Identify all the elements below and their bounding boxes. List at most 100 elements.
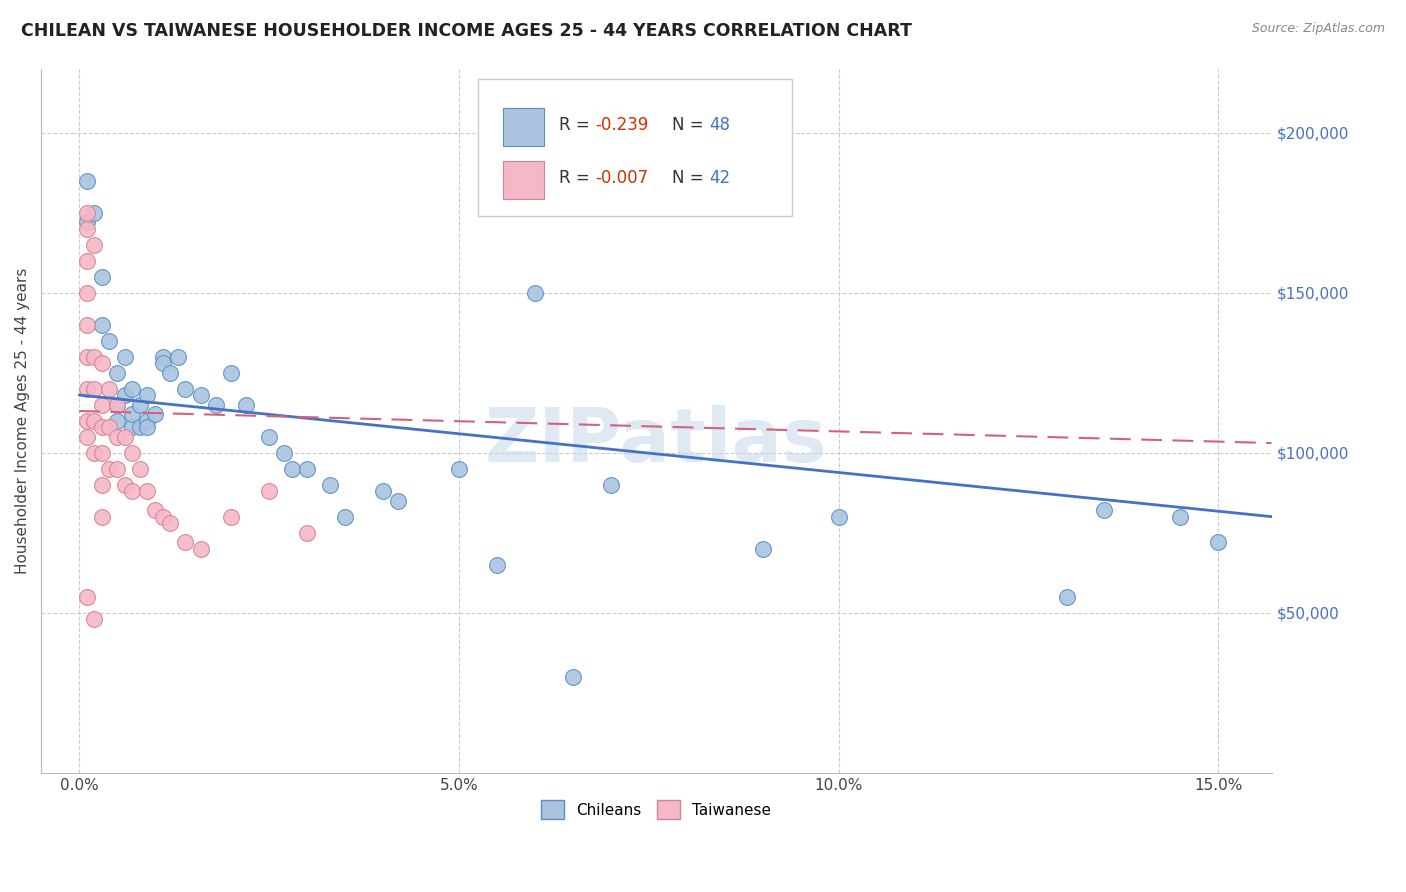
Point [136, 420, 159, 434]
Point [105, 366, 128, 380]
Point [98, 382, 121, 396]
Point [152, 350, 174, 364]
Point [105, 461, 128, 475]
Text: N =: N = [672, 116, 709, 134]
Point [83, 237, 105, 252]
Point [83, 205, 105, 219]
Point [257, 429, 280, 443]
Point [319, 477, 342, 491]
FancyBboxPatch shape [478, 79, 792, 217]
Text: -0.239: -0.239 [595, 116, 648, 134]
Point [1170, 509, 1192, 524]
Text: R =: R = [560, 116, 595, 134]
Point [121, 382, 143, 396]
Point [561, 670, 583, 684]
Point [136, 414, 159, 428]
Point [190, 541, 212, 556]
Point [295, 525, 318, 540]
Text: N =: N = [672, 169, 709, 186]
Point [76, 173, 98, 187]
Point [143, 503, 166, 517]
Point [128, 398, 150, 412]
Text: ZIPatlas: ZIPatlas [485, 405, 828, 478]
Point [128, 461, 150, 475]
Point [83, 445, 105, 459]
Point [114, 350, 136, 364]
Point [76, 221, 98, 235]
Point [105, 414, 128, 428]
Point [190, 388, 212, 402]
Text: 42: 42 [709, 169, 730, 186]
Point [387, 493, 409, 508]
Point [90, 509, 112, 524]
Point [143, 407, 166, 421]
Point [76, 350, 98, 364]
Point [90, 269, 112, 284]
Point [136, 388, 159, 402]
Point [90, 477, 112, 491]
Point [105, 398, 128, 412]
Point [90, 356, 112, 370]
Legend: Chileans, Taiwanese: Chileans, Taiwanese [536, 794, 778, 825]
Point [76, 205, 98, 219]
Point [83, 382, 105, 396]
Point [83, 612, 105, 626]
Point [76, 429, 98, 443]
Point [1094, 503, 1116, 517]
Point [219, 366, 242, 380]
Point [76, 253, 98, 268]
Point [114, 388, 136, 402]
Point [90, 318, 112, 332]
Point [90, 420, 112, 434]
Text: -0.007: -0.007 [595, 169, 648, 186]
Point [751, 541, 773, 556]
Y-axis label: Householder Income Ages 25 - 44 years: Householder Income Ages 25 - 44 years [15, 268, 30, 574]
Point [76, 285, 98, 300]
Point [599, 477, 621, 491]
Point [90, 445, 112, 459]
Point [827, 509, 849, 524]
Text: CHILEAN VS TAIWANESE HOUSEHOLDER INCOME AGES 25 - 44 YEARS CORRELATION CHART: CHILEAN VS TAIWANESE HOUSEHOLDER INCOME … [21, 22, 912, 40]
Point [371, 484, 394, 499]
Point [159, 366, 181, 380]
Point [114, 429, 136, 443]
Point [121, 445, 143, 459]
Point [219, 509, 242, 524]
Point [76, 382, 98, 396]
Point [136, 484, 159, 499]
Point [257, 484, 280, 499]
FancyBboxPatch shape [502, 161, 544, 199]
Point [121, 420, 143, 434]
Point [204, 398, 226, 412]
Point [121, 484, 143, 499]
Point [76, 590, 98, 604]
Point [273, 445, 295, 459]
Point [152, 509, 174, 524]
Point [90, 398, 112, 412]
Point [76, 414, 98, 428]
Point [447, 461, 470, 475]
Point [83, 350, 105, 364]
Text: R =: R = [560, 169, 595, 186]
Text: Source: ZipAtlas.com: Source: ZipAtlas.com [1251, 22, 1385, 36]
Point [174, 535, 197, 549]
Point [174, 382, 197, 396]
Point [523, 285, 546, 300]
Point [121, 407, 143, 421]
Point [281, 461, 304, 475]
Point [485, 558, 508, 572]
Point [114, 477, 136, 491]
Point [295, 461, 318, 475]
Point [83, 414, 105, 428]
Point [128, 420, 150, 434]
Point [105, 429, 128, 443]
Point [159, 516, 181, 530]
Point [152, 356, 174, 370]
FancyBboxPatch shape [502, 108, 544, 146]
Point [1056, 590, 1078, 604]
Point [76, 318, 98, 332]
Point [105, 398, 128, 412]
Point [166, 350, 188, 364]
Point [98, 420, 121, 434]
Text: 48: 48 [709, 116, 730, 134]
